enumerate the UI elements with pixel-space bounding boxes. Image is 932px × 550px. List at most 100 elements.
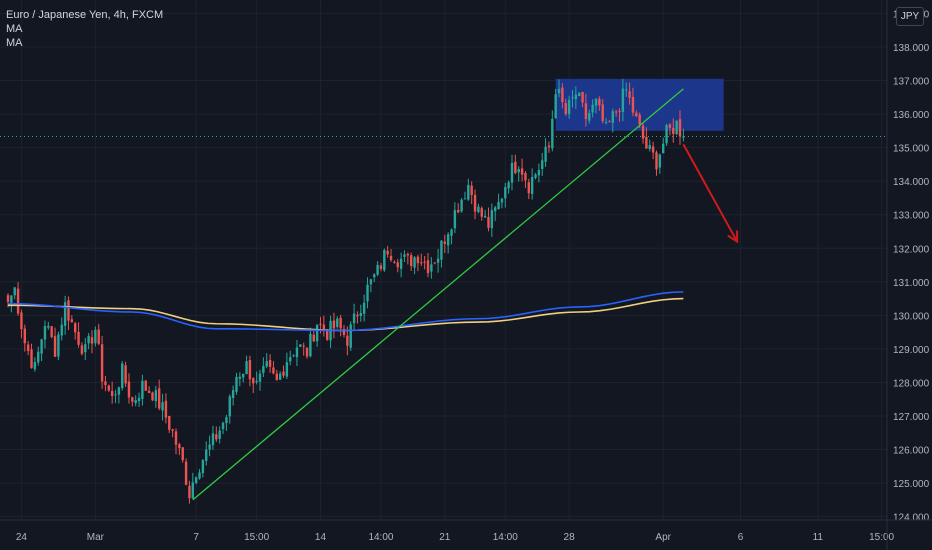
candle-body <box>127 381 131 398</box>
candle-body <box>124 365 127 384</box>
candle-body <box>184 461 188 485</box>
candle-body <box>252 378 255 384</box>
candle-body <box>410 255 413 266</box>
candle-body <box>406 253 410 256</box>
candle-body <box>490 210 494 229</box>
candle-body <box>194 477 198 483</box>
moving-average-legend-2[interactable]: MA <box>6 37 23 49</box>
candle-body <box>554 94 557 119</box>
candle-body <box>161 402 164 411</box>
candle-body <box>534 174 537 178</box>
candle-body <box>504 187 507 199</box>
candle-body <box>154 390 158 402</box>
candle-body <box>221 422 225 430</box>
candle-body <box>517 168 520 173</box>
x-tick-label: 14:00 <box>368 532 393 543</box>
candle-body <box>147 390 151 394</box>
candle-body <box>611 111 614 123</box>
y-tick-label: 126.000 <box>893 446 930 457</box>
candle-body <box>285 362 289 377</box>
candle-body <box>628 91 631 98</box>
candle-body <box>178 444 181 449</box>
candle-body <box>299 344 302 347</box>
candle-body <box>245 361 248 375</box>
candle-body <box>336 318 339 327</box>
candle-body <box>339 317 342 329</box>
candle-body <box>662 143 665 154</box>
candle-body <box>383 249 386 271</box>
candle-body <box>40 339 43 354</box>
y-tick-label: 137.000 <box>893 77 930 88</box>
candle-body <box>524 172 527 181</box>
y-tick-label: 127.000 <box>893 412 930 423</box>
candle-body <box>362 302 366 314</box>
candle-body <box>396 262 399 268</box>
x-tick-label: 14:00 <box>493 532 518 543</box>
candle-body <box>668 124 672 128</box>
candle-body <box>208 444 211 450</box>
candle-body <box>584 103 588 119</box>
x-tick-label: 21 <box>439 532 451 543</box>
currency-badge[interactable]: JPY <box>896 7 924 26</box>
candle-body <box>373 274 376 278</box>
candle-body <box>527 182 530 194</box>
candle-body <box>292 355 295 357</box>
candle-body <box>641 125 645 139</box>
candle-body <box>67 300 70 321</box>
candle-body <box>70 319 74 323</box>
candle-body <box>366 284 369 302</box>
candle-body <box>497 202 500 210</box>
candle-body <box>231 390 235 398</box>
candle-body <box>117 387 121 395</box>
candle-body <box>483 215 487 218</box>
candle-body <box>272 367 275 374</box>
candle-body <box>275 373 278 380</box>
candle-body <box>446 234 450 246</box>
x-tick-label: 15:00 <box>869 532 894 543</box>
candle-body <box>80 345 84 354</box>
candle-body <box>74 323 77 333</box>
moving-average-legend-1[interactable]: MA <box>6 23 23 35</box>
candle-body <box>225 417 228 424</box>
symbol-title[interactable]: Euro / Japanese Yen, 4h, FXCM <box>6 9 164 21</box>
candle-body <box>60 324 63 336</box>
candle-body <box>151 392 154 401</box>
candle-body <box>265 361 268 367</box>
candles <box>6 78 685 504</box>
candle-body <box>332 320 336 329</box>
candle-body <box>188 485 191 499</box>
candle-body <box>500 198 504 203</box>
candle-body <box>443 241 446 244</box>
candle-body <box>463 198 467 200</box>
candle-body <box>665 125 668 144</box>
candle-body <box>235 376 238 392</box>
candle-body <box>33 362 37 370</box>
candle-body <box>413 257 416 268</box>
candle-body <box>282 371 285 376</box>
candle-body <box>6 295 10 302</box>
candle-body <box>215 434 218 440</box>
candle-body <box>621 88 625 112</box>
candle-body <box>346 335 349 346</box>
x-tick-label: 24 <box>16 532 28 543</box>
candle-body <box>322 324 326 330</box>
candle-body <box>477 206 480 213</box>
candle-body <box>473 194 477 212</box>
candle-body <box>520 168 524 175</box>
candle-body <box>268 359 272 367</box>
candle-body <box>544 146 547 162</box>
candle-body <box>20 312 23 330</box>
candle-body <box>211 433 215 446</box>
candle-body <box>453 210 457 229</box>
candle-body <box>104 381 107 386</box>
candle-body <box>326 329 329 340</box>
candle-body <box>648 145 651 149</box>
candle-body <box>450 229 453 236</box>
candle-body <box>514 161 517 174</box>
candle-body <box>487 216 490 228</box>
candle-body <box>557 88 561 94</box>
candle-body <box>460 199 463 212</box>
candle-body <box>94 329 97 344</box>
